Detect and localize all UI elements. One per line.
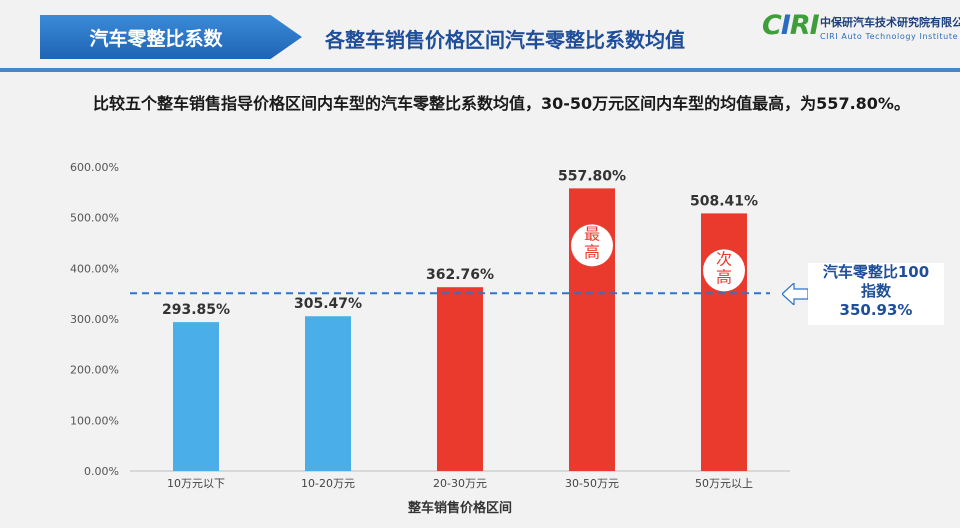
y-tick-label: 200.00% (70, 364, 119, 377)
logo-company-name: 中保研汽车技术研究院有限公司 (820, 16, 960, 29)
description-text: 比较五个整车销售指导价格区间内车型的汽车零整比系数均值，30-50万元区间内车型… (93, 94, 910, 113)
rank-badge-text: 高 (584, 242, 600, 261)
rank-badge-text: 高 (716, 267, 732, 286)
data-label: 508.41% (690, 193, 758, 209)
callout-line-3: 350.93% (839, 301, 913, 319)
callout-line-1: 汽车零整比100 (822, 263, 930, 281)
rank-badge-text: 次 (716, 249, 732, 268)
bar (437, 287, 483, 471)
reference-callout: 汽车零整比100 指数 350.93% (808, 263, 944, 325)
header-tab (40, 15, 302, 59)
x-tick-label: 20-30万元 (433, 477, 487, 490)
data-label: 293.85% (162, 302, 230, 318)
header-divider (0, 68, 960, 72)
callout-line-2: 指数 (860, 282, 891, 300)
y-tick-label: 400.00% (70, 262, 119, 275)
callout-arrow-icon (782, 283, 808, 305)
y-tick-label: 300.00% (70, 313, 119, 326)
y-tick-label: 600.00% (70, 161, 119, 174)
rank-badge (571, 224, 613, 267)
y-tick-label: 0.00% (84, 465, 119, 478)
logo: CIRI 中保研汽车技术研究院有限公司 CIRI Auto Technology… (762, 8, 960, 56)
bar (173, 322, 219, 471)
page-title: 各整车销售价格区间汽车零整比系数均值 (325, 27, 685, 52)
header-tab-label: 汽车零整比系数 (89, 27, 223, 50)
x-axis-title: 整车销售价格区间 (407, 500, 512, 516)
x-tick-label: 10-20万元 (301, 477, 355, 490)
rank-badge-text: 最 (584, 224, 600, 243)
bar (305, 316, 351, 471)
rank-badge (703, 249, 745, 292)
y-tick-label: 500.00% (70, 212, 119, 225)
data-label: 362.76% (426, 267, 494, 283)
x-tick-label: 50万元以上 (695, 477, 753, 490)
x-tick-label: 10万元以下 (167, 477, 225, 490)
data-label: 305.47% (294, 296, 362, 312)
x-tick-label: 30-50万元 (565, 477, 619, 490)
logo-mark-icon: CIRI (762, 10, 820, 41)
logo-company-english: CIRI Auto Technology Institute (820, 32, 959, 41)
y-tick-label: 100.00% (70, 414, 119, 427)
data-label: 557.80% (558, 168, 626, 184)
